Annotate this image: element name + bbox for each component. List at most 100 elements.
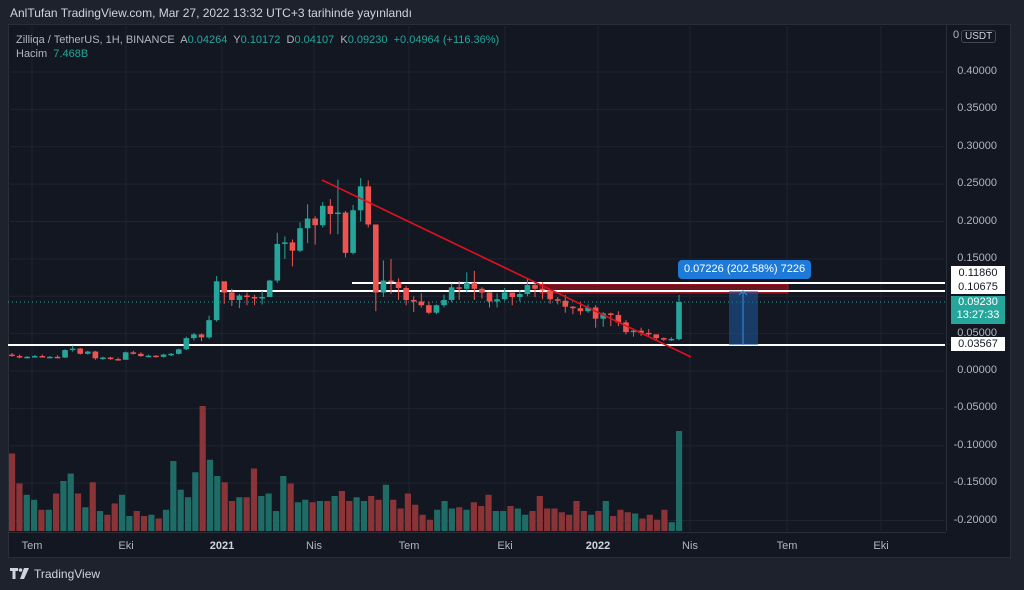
price-tick: 0.20000 <box>957 214 997 227</box>
candle-body <box>388 280 394 283</box>
volume-bar <box>639 518 646 531</box>
candle-body <box>153 355 159 358</box>
candle-body <box>577 308 584 312</box>
candle-body <box>107 357 114 360</box>
price-tick: -0.10000 <box>953 438 997 451</box>
volume-bar <box>646 514 653 531</box>
time-axis[interactable]: Tem Eki 2021 Nis Tem Eki 2022 Nis Tem Eki <box>8 532 946 558</box>
candle-body <box>251 296 258 299</box>
volume-bar <box>661 509 668 531</box>
volume-bar <box>419 514 426 531</box>
candle-body <box>463 282 470 289</box>
candle-body <box>24 356 30 359</box>
volume-bar <box>287 483 294 531</box>
volume-bar <box>16 483 23 531</box>
volume-bar <box>346 501 353 531</box>
price-tick: 0.40000 <box>957 65 997 77</box>
candle-body <box>274 243 281 281</box>
candle-body <box>403 288 409 300</box>
time-tick: Tem <box>398 540 420 552</box>
current-price: 0.09230 <box>958 296 998 308</box>
volume-bar <box>177 489 184 531</box>
candle-body <box>16 356 23 358</box>
volume-bar <box>126 516 133 531</box>
price-tick: 0.15000 <box>957 251 997 264</box>
volume-bar <box>184 497 192 531</box>
current-price-label: 0.09230 13:27:33 <box>951 296 1005 324</box>
candle-body <box>365 186 372 225</box>
volume-bar <box>485 494 492 531</box>
volume-bar <box>155 518 162 531</box>
candle-body <box>100 357 106 360</box>
volume-bar <box>500 511 507 531</box>
candle-body <box>312 218 318 226</box>
candle-body <box>547 290 553 300</box>
volume-bar <box>610 516 617 531</box>
tradingview-logo: TradingView <box>10 567 100 581</box>
measure-tool-label[interactable]: 0.07226 (202.58%) 7226 <box>678 260 812 279</box>
candle-body <box>168 353 174 356</box>
volume-bar <box>441 501 448 531</box>
bar-countdown: 13:27:33 <box>956 309 1000 321</box>
volume-bar <box>654 519 661 531</box>
candle-body <box>373 224 379 293</box>
volume-bar <box>96 511 104 531</box>
volume-bar <box>375 499 382 531</box>
candle-body <box>84 351 91 354</box>
candle-body <box>122 352 129 360</box>
high-label: Y <box>233 34 241 46</box>
volume-bar <box>573 501 580 531</box>
candle-body <box>630 330 637 333</box>
resistance-label: 0.10675 <box>951 280 1005 294</box>
candle-body <box>494 299 500 302</box>
volume-bar <box>206 459 214 531</box>
candle-body <box>501 292 508 300</box>
support-label: 0.03567 <box>951 337 1005 351</box>
candle-body <box>282 242 288 244</box>
candle-body <box>570 306 576 309</box>
volume-bar <box>544 508 551 531</box>
candle-body <box>130 352 137 354</box>
open-label: A <box>180 34 188 46</box>
price-tick: 0.05000 <box>957 326 997 339</box>
candle-body <box>244 295 250 298</box>
candlestick-chart[interactable] <box>8 24 945 531</box>
volume-bar <box>632 513 639 531</box>
candle-body <box>653 334 660 339</box>
candle-body <box>138 353 144 357</box>
volume-bar <box>507 506 514 531</box>
time-tick: Tem <box>776 540 798 552</box>
candle-body <box>486 292 493 302</box>
volume-bar <box>624 512 631 531</box>
volume-bar <box>309 502 316 531</box>
price-tick: 0.25000 <box>957 177 997 190</box>
candle-body <box>327 205 334 215</box>
candle-body <box>31 356 38 358</box>
candle-body <box>115 359 121 361</box>
price-tick: -0.20000 <box>953 513 997 526</box>
volume-bar <box>602 501 609 531</box>
volume-bar <box>272 511 280 531</box>
candle-body <box>395 282 402 289</box>
chart-pane[interactable] <box>8 24 945 531</box>
candle-body <box>9 354 15 357</box>
price-axis[interactable]: 0 USDT 0.11860 0.10675 0.09230 13:27:33 … <box>946 24 1011 531</box>
tradingview-logo-icon <box>10 568 29 579</box>
axis-top-zero: 0 <box>953 29 960 41</box>
candle-body <box>145 355 152 358</box>
candle-body <box>92 351 99 359</box>
candle-body <box>471 282 478 289</box>
volume-bar <box>45 509 52 531</box>
candle-body <box>554 299 561 301</box>
volume-bar <box>23 494 30 531</box>
volume-bar <box>67 473 74 531</box>
candle-body <box>297 228 303 251</box>
currency-button[interactable]: USDT <box>961 30 997 43</box>
candle-body <box>221 281 228 293</box>
low-label: D <box>286 34 295 46</box>
candle-body <box>47 356 53 359</box>
volume-bar <box>470 502 477 531</box>
measure-arrowhead <box>738 290 748 296</box>
candle-body <box>676 302 682 340</box>
volume-bar <box>250 468 258 531</box>
